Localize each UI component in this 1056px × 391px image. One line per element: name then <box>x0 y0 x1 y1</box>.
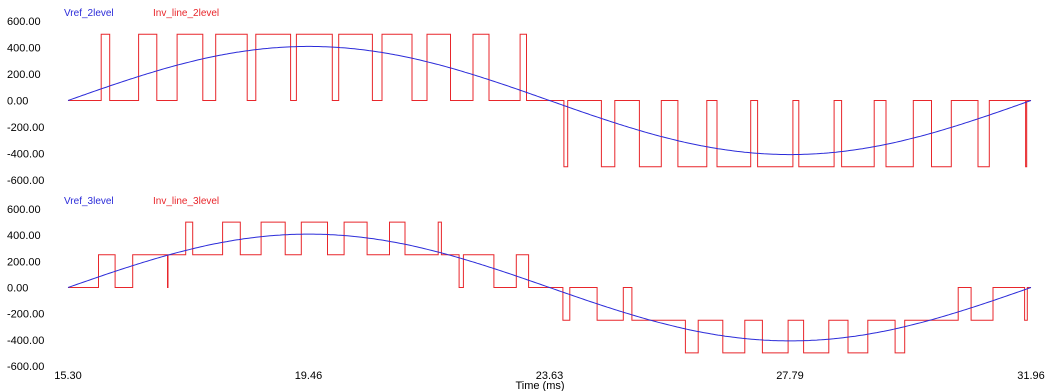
x-tick-label: 31.96 <box>1017 370 1045 382</box>
y-tick-label: 200.00 <box>7 69 41 81</box>
y-tick-label: -400.00 <box>7 149 44 161</box>
x-axis-label: Time (ms) <box>515 380 564 391</box>
x-tick-label: 19.46 <box>295 370 323 382</box>
x-tick-label: 23.63 <box>536 370 564 382</box>
series-line-Vref_3level <box>67 233 1032 342</box>
x-axis: 15.30 19.46 23.63 27.79 31.96 <box>54 370 1045 382</box>
chart-top-panel: 600.00 400.00 200.00 0.00 -200.00 -400.00 -600… <box>7 8 1032 187</box>
y-tick-label: 400.00 <box>7 43 41 55</box>
legend-entry: Vref_3level <box>64 196 114 207</box>
y-tick-label: -200.00 <box>7 122 44 134</box>
chart-bottom-panel: 600.00 400.00 200.00 0.00 -200.00 -400.00 -600… <box>7 196 1032 373</box>
x-tick-label: 27.79 <box>776 370 804 382</box>
legend-entry: Inv_line_3level <box>153 196 219 207</box>
x-tick-label: 15.30 <box>54 370 82 382</box>
y-tick-label: 200.00 <box>7 256 41 268</box>
y-tick-label: 0.00 <box>7 283 28 295</box>
y-tick-label: 400.00 <box>7 230 41 242</box>
series-line-Vref_2level <box>67 45 1032 156</box>
y-tick-label: 0.00 <box>7 96 28 108</box>
y-tick-label: 600.00 <box>7 204 41 216</box>
y-tick-label: 600.00 <box>7 16 41 28</box>
legend-entry: Vref_2level <box>64 8 114 19</box>
y-tick-label: -600.00 <box>7 175 44 187</box>
y-tick-label: -400.00 <box>7 335 44 347</box>
y-tick-label: -600.00 <box>7 361 44 373</box>
y-tick-label: -200.00 <box>7 309 44 321</box>
legend-entry: Inv_line_2level <box>153 8 219 19</box>
